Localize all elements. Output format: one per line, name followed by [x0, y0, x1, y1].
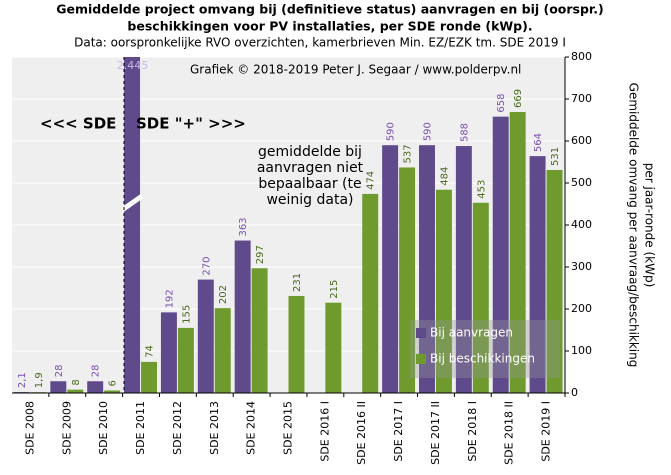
- y-tick-label: 0: [571, 386, 578, 399]
- bar: [87, 381, 104, 393]
- value-label: 588: [459, 123, 470, 142]
- legend: Bij aanvragen Bij beschikkingen: [410, 320, 560, 378]
- value-label: 28: [54, 365, 65, 378]
- bar: [141, 361, 157, 393]
- y-tick-label: 400: [571, 218, 592, 231]
- chart-title: Gemiddelde project omvang bij (definitie…: [56, 2, 604, 17]
- bar: [160, 312, 177, 393]
- x-tick-label: SDE 2019 I: [540, 401, 553, 462]
- value-label: 2.445: [117, 59, 149, 72]
- bar: [288, 295, 305, 393]
- x-tick-label: SDE 2018 II: [503, 401, 516, 465]
- legend-label: Bij aanvragen: [430, 326, 513, 340]
- axis-break: [120, 193, 144, 213]
- y-axis-label: Gemiddelde omvang per aanvraag/beschikki…: [627, 83, 641, 368]
- x-tick-label: SDE 2008: [23, 401, 36, 455]
- bar: [234, 240, 251, 393]
- y-tick-label: 700: [571, 92, 592, 105]
- bar: [529, 156, 546, 393]
- value-label: 202: [218, 285, 229, 304]
- value-label: 537: [403, 144, 414, 163]
- value-label: 8: [71, 379, 82, 385]
- bar: [197, 279, 214, 393]
- bar: [251, 268, 268, 393]
- x-tick-label: SDE 2018 I: [466, 401, 479, 462]
- y-tick-label: 500: [571, 176, 592, 189]
- bar: [362, 193, 379, 393]
- x-tick-label: SDE 2012: [171, 401, 184, 455]
- bar: [546, 169, 563, 393]
- x-tick-label: SDE 2017 II: [429, 401, 442, 465]
- axes: 0 100 200 300 400 500 600 700 800 Gemiddelde omva…: [12, 50, 657, 465]
- bar: [455, 146, 472, 393]
- value-label: 474: [366, 171, 377, 190]
- bar: [214, 308, 231, 393]
- bar: [435, 189, 452, 393]
- bar: [67, 389, 84, 393]
- value-label: 669: [513, 89, 524, 108]
- y-tick-label: 200: [571, 302, 592, 315]
- y-axis-label: per jaar-ronde (kWp): [643, 163, 657, 288]
- value-label: 453: [476, 180, 487, 199]
- bar: [399, 167, 416, 393]
- value-label: 590: [422, 122, 433, 141]
- bar: [382, 145, 399, 393]
- note-line: weinig data): [266, 192, 353, 208]
- y-tick-label: 800: [571, 50, 592, 63]
- chart-title: beschikkingen voor PV installaties, per …: [127, 19, 532, 34]
- value-label: 192: [164, 289, 175, 308]
- note-line: bepaalbaar (te: [258, 176, 361, 192]
- x-tick-label: SDE 2011: [134, 401, 147, 455]
- bar: [492, 116, 509, 393]
- value-label: 215: [329, 280, 340, 299]
- x-tick-label: SDE 2017 I: [392, 401, 405, 462]
- bar: [104, 390, 121, 393]
- x-tick-label: SDE 2016 II: [355, 401, 368, 465]
- subtitle: Data: oorspronkelijke RVO overzichten, k…: [74, 36, 566, 50]
- x-tick-label: SDE 2013: [208, 401, 221, 455]
- annotation: SDE "+" >>>: [136, 115, 246, 133]
- value-label: 1,9: [34, 372, 45, 388]
- legend-swatch: [416, 354, 426, 364]
- value-label: 231: [292, 273, 303, 292]
- bar: [325, 302, 342, 393]
- value-label: 297: [255, 245, 266, 264]
- legend-swatch: [416, 328, 426, 338]
- value-label: 28: [91, 365, 102, 378]
- value-label: 564: [533, 133, 544, 152]
- bar: [177, 327, 194, 393]
- bar: [472, 202, 489, 393]
- value-label: 484: [439, 167, 450, 186]
- value-label: 658: [496, 94, 507, 113]
- x-tick-label: SDE 2009: [60, 401, 73, 455]
- legend-label: Bij beschikkingen: [430, 352, 535, 366]
- x-tick-label: SDE 2010: [97, 401, 110, 455]
- value-label: 270: [201, 257, 212, 276]
- value-label: 363: [238, 217, 249, 236]
- x-tick-label: SDE 2015: [282, 401, 295, 455]
- x-tick-label: SDE 2016 I: [318, 401, 331, 462]
- value-label: 74: [145, 345, 156, 358]
- value-label: 155: [181, 305, 192, 324]
- note-line: aanvragen niet: [257, 160, 364, 176]
- annotation: <<< SDE: [40, 115, 116, 133]
- y-tick-label: 300: [571, 260, 592, 273]
- y-tick-label: 100: [571, 344, 592, 357]
- bar: [509, 112, 526, 393]
- bar: [50, 381, 67, 393]
- credit: Grafiek © 2018-2019 Peter J. Segaar / ww…: [190, 63, 521, 77]
- note-line: gemiddelde bij: [258, 144, 362, 160]
- value-label: 6: [108, 380, 119, 386]
- y-tick-label: 600: [571, 134, 592, 147]
- bar: [124, 57, 141, 393]
- value-label: 531: [550, 147, 561, 166]
- value-label: 590: [386, 122, 397, 141]
- legend-box: [410, 320, 560, 378]
- x-tick-label: SDE 2014: [245, 401, 258, 455]
- value-label: 2,1: [17, 372, 28, 388]
